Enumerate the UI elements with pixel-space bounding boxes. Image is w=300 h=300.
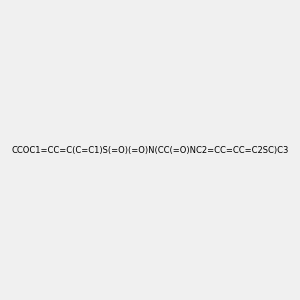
Text: CCOC1=CC=C(C=C1)S(=O)(=O)N(CC(=O)NC2=CC=CC=C2SC)C3: CCOC1=CC=C(C=C1)S(=O)(=O)N(CC(=O)NC2=CC=… <box>11 146 289 154</box>
